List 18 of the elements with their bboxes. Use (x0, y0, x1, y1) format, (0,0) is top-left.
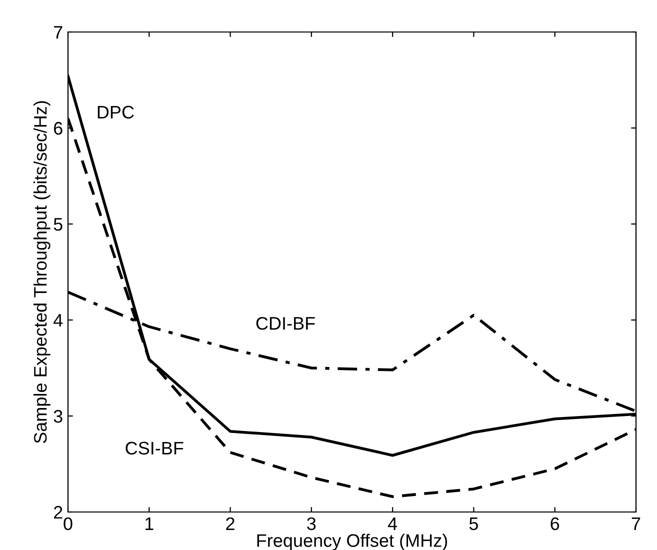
y-tick-label: 5 (54, 218, 62, 231)
x-tick-label: 6 (550, 517, 560, 530)
y-tick-label: 3 (54, 410, 62, 423)
x-tick-label: 2 (226, 517, 234, 530)
y-tick-label: 4 (54, 314, 63, 327)
x-tick-label: 1 (146, 518, 154, 530)
x-tick-label: 0 (64, 517, 72, 530)
x-tick-label: 3 (307, 517, 316, 530)
series-label: CSI-BF (126, 442, 184, 455)
y-axis-title: Sample Expected Throughput (bits/sec/Hz) (33, 101, 50, 444)
y-tick-label: 2 (54, 506, 62, 519)
y-tick-label: 7 (54, 26, 62, 39)
x-tick-label: 5 (469, 518, 478, 530)
x-tick-label: 4 (388, 518, 398, 530)
series-label: CDI-BF (256, 316, 315, 330)
series-label: DPC (98, 106, 134, 119)
x-tick-label: 7 (632, 518, 640, 530)
y-tick-label: 6 (54, 122, 62, 135)
